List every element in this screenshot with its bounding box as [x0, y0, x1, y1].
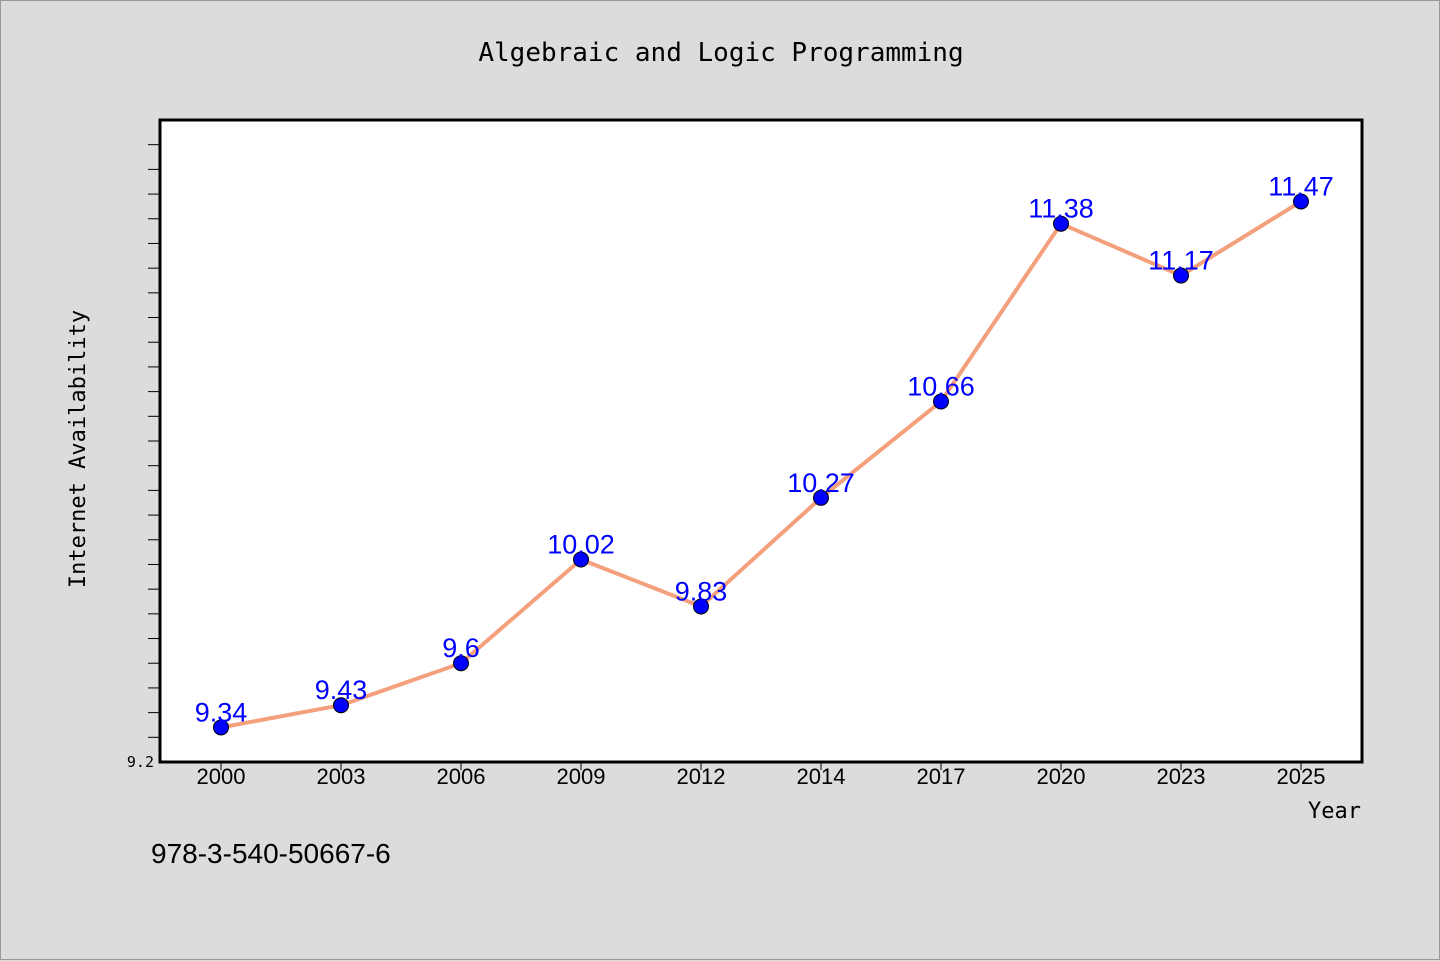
- data-label: 11.47: [1268, 171, 1334, 201]
- y-axis-ticks: 9.2: [127, 144, 160, 771]
- data-point: [933, 393, 949, 410]
- x-tick-label: 2003: [317, 764, 366, 789]
- data-point: [333, 697, 349, 714]
- x-axis-label: Year: [1308, 799, 1361, 824]
- x-tick-label: 2006: [437, 764, 486, 789]
- data-label: 11.38: [1028, 194, 1094, 224]
- data-point: [573, 551, 589, 568]
- data-point: [693, 598, 709, 615]
- x-tick-label: 2000: [197, 764, 246, 789]
- data-label: 10.66: [907, 371, 975, 401]
- x-tick-label: 2017: [917, 764, 966, 789]
- data-label: 9.6: [442, 633, 480, 663]
- data-label: 11.17: [1148, 246, 1214, 276]
- data-point: [1293, 193, 1309, 210]
- x-tick-label: 2012: [677, 764, 726, 789]
- x-tick-label: 2014: [797, 764, 846, 789]
- isbn-text: 978-3-540-50667-6: [151, 838, 391, 869]
- x-tick-label: 2023: [1157, 764, 1206, 789]
- x-tick-label: 2009: [557, 764, 606, 789]
- chart-title: Algebraic and Logic Programming: [478, 38, 963, 68]
- data-point: [1053, 215, 1069, 232]
- data-point: [1173, 267, 1189, 284]
- data-label: 9.83: [675, 576, 728, 606]
- data-label: 9.43: [315, 675, 368, 705]
- x-tick-label: 2025: [1277, 764, 1326, 789]
- data-point: [453, 655, 469, 672]
- data-point: [213, 719, 229, 736]
- x-tick-label: 2020: [1037, 764, 1086, 789]
- y-tick-label: 9.2: [127, 753, 154, 771]
- data-label: 10.27: [787, 468, 855, 498]
- data-labels: 9.34 9.43 9.6 10.02 9.83 10.27 10.66 11.38 11.17…: [195, 171, 1334, 727]
- data-point: [813, 489, 829, 506]
- data-label: 10.02: [547, 530, 615, 560]
- series-line: [220, 199, 1303, 730]
- series-layer: [213, 193, 1309, 736]
- x-axis-ticks: 2000 2003 2006 2009 2012 2014 2017 2020 2023 2025: [197, 762, 1326, 789]
- y-axis-label: Internet Availability: [66, 310, 91, 588]
- data-label: 9.34: [195, 697, 248, 727]
- plot-area: [158, 118, 1364, 764]
